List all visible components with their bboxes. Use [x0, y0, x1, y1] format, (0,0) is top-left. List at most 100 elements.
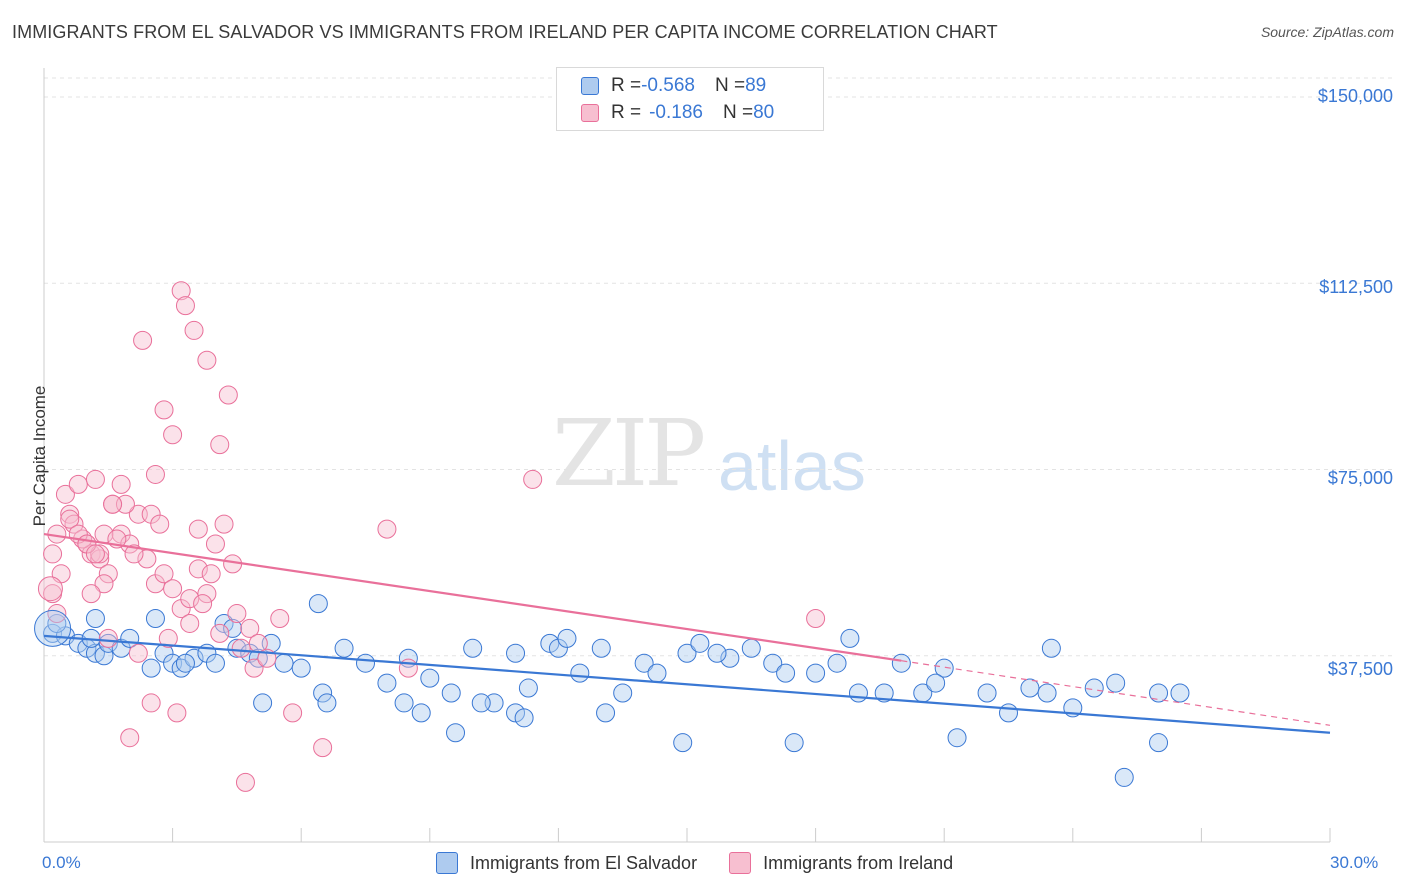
el-salvador-point	[377, 673, 397, 693]
n-value: 89	[745, 75, 767, 96]
el-salvador-point	[308, 594, 328, 614]
ireland-point	[60, 509, 80, 529]
el-salvador-point	[506, 643, 526, 663]
el-salvador-point	[394, 693, 414, 713]
el-salvador-point	[891, 653, 911, 673]
el-salvador-point	[570, 663, 590, 683]
el-salvador-point	[690, 633, 710, 653]
el-salvador-point	[471, 693, 491, 713]
y-tick-label: $75,000	[1327, 468, 1393, 488]
el-salvador-point	[673, 733, 693, 753]
ireland-point	[377, 519, 397, 539]
ireland-point	[188, 559, 208, 579]
ireland-point	[163, 579, 183, 599]
el-salvador-point	[446, 723, 466, 743]
el-salvador-point	[874, 683, 894, 703]
el-salvador-point	[223, 618, 243, 638]
ireland-point	[111, 474, 131, 494]
ireland-point	[313, 738, 333, 758]
el-salvador-point	[47, 613, 67, 633]
x-tick-label-min: 0.0%	[42, 853, 81, 872]
ireland-point	[214, 514, 234, 534]
ireland-point	[205, 534, 225, 554]
el-salvador-point	[98, 633, 118, 653]
el-salvador-point	[776, 663, 796, 683]
ireland-point	[193, 594, 213, 614]
el-salvador-point	[253, 693, 273, 713]
ireland-point	[141, 693, 161, 713]
el-salvador-swatch	[581, 77, 599, 95]
ireland-point	[270, 609, 290, 628]
ireland-point	[37, 576, 63, 602]
y-tick-label: $37,500	[1327, 659, 1393, 679]
r-label: R =	[611, 102, 642, 123]
el-salvador-point	[420, 668, 440, 688]
el-salvador-point	[677, 643, 697, 663]
el-salvador-point	[934, 658, 954, 678]
el-salvador-point	[1170, 683, 1190, 703]
ireland-point	[55, 484, 75, 504]
el-salvador-point	[317, 693, 337, 713]
el-salvador-point	[763, 653, 783, 673]
legend-item-el-salvador[interactable]: Immigrants from El Salvador	[436, 852, 697, 874]
r-value: -0.186	[649, 102, 703, 123]
el-salvador-point	[463, 638, 483, 658]
el-salvador-point	[334, 638, 354, 658]
el-salvador-point	[205, 653, 225, 673]
el-salvador-point	[1149, 733, 1169, 753]
ireland-point	[188, 519, 208, 539]
ireland-point	[227, 604, 247, 624]
series-legend: Immigrants from El Salvador Immigrants f…	[436, 852, 985, 874]
el-salvador-point	[784, 733, 804, 753]
el-salvador-point	[741, 638, 761, 658]
ireland-point	[133, 330, 153, 350]
el-salvador-point	[274, 653, 294, 673]
el-salvador-point	[647, 663, 667, 683]
el-salvador-point	[514, 708, 534, 728]
el-salvador-point	[591, 638, 611, 658]
el-salvador-point	[175, 653, 195, 673]
el-salvador-point	[1084, 678, 1104, 698]
ireland-point	[180, 589, 200, 609]
el-salvador-point	[806, 663, 826, 683]
el-salvador-point	[596, 703, 616, 723]
legend-item-ireland[interactable]: Immigrants from Ireland	[729, 852, 953, 874]
el-salvador-point	[707, 643, 727, 663]
ireland-point	[145, 464, 165, 484]
ireland-point	[806, 609, 826, 628]
el-salvador-point	[227, 638, 247, 658]
el-salvador-point	[827, 653, 847, 673]
ireland-point	[47, 604, 67, 624]
ireland-point	[171, 281, 191, 301]
r-value: -0.568	[641, 75, 695, 96]
el-salvador-point	[999, 703, 1018, 723]
ireland-point	[167, 703, 187, 723]
ireland-point	[150, 514, 170, 534]
stats-legend: R = -0.568 N = 89 R = -0.186 N = 80	[556, 67, 824, 131]
ireland-point	[175, 296, 195, 316]
el-salvador-point	[1037, 683, 1057, 703]
chart-title: IMMIGRANTS FROM EL SALVADOR VS IMMIGRANT…	[12, 22, 998, 42]
ireland-point	[244, 658, 264, 678]
ireland-point	[81, 584, 101, 604]
ireland-point	[184, 320, 204, 340]
ireland-point	[154, 400, 174, 420]
el-salvador-point	[720, 648, 740, 668]
el-salvador-point	[1106, 673, 1126, 693]
el-salvador-point	[977, 683, 997, 703]
ireland-point	[128, 643, 148, 663]
ireland-swatch	[729, 852, 752, 874]
ireland-point	[120, 728, 140, 748]
ireland-point	[98, 628, 118, 648]
ireland-point	[98, 564, 118, 584]
y-tick-label: $150,000	[1317, 86, 1393, 106]
ireland-point	[201, 564, 221, 584]
legend-label: Immigrants from El Salvador	[470, 852, 698, 873]
ireland-point	[154, 564, 174, 584]
ireland-point	[523, 469, 543, 489]
el-salvador-point	[356, 653, 375, 673]
ireland-trendline	[43, 532, 902, 662]
ireland-point	[60, 504, 80, 524]
ireland-point	[235, 772, 255, 792]
ireland-point	[197, 584, 217, 604]
